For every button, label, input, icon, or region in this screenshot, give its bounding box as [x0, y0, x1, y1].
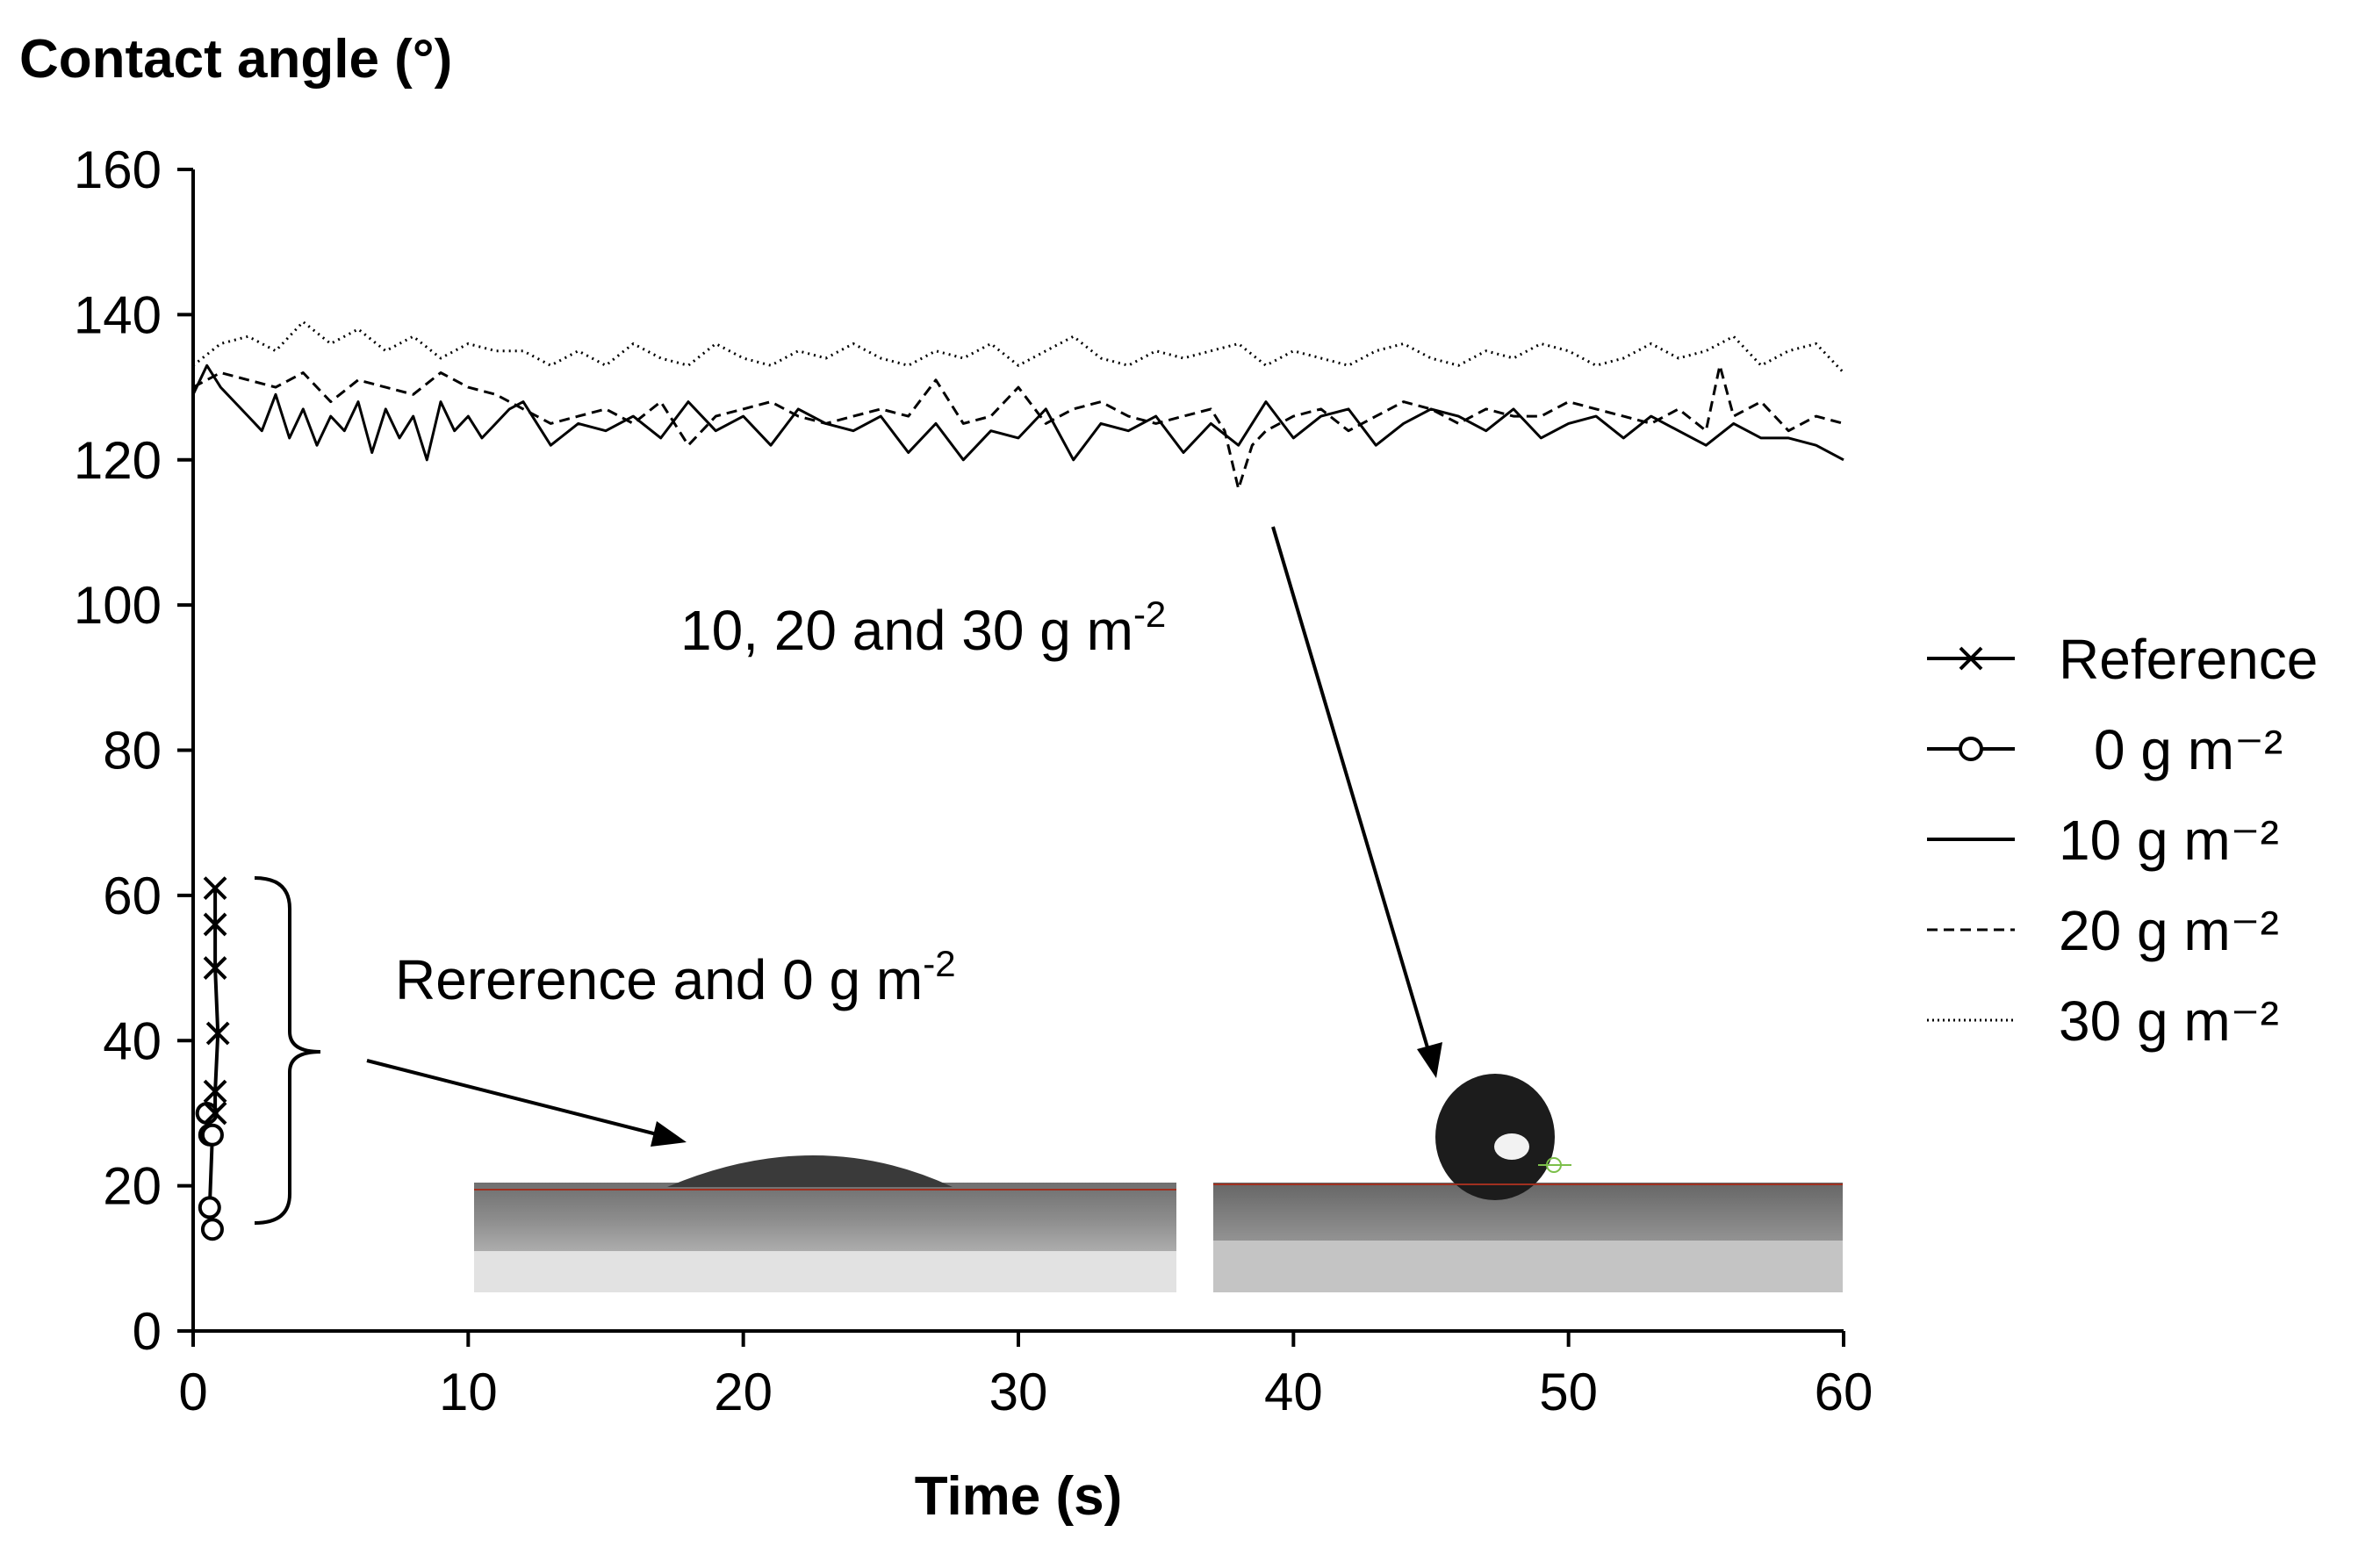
svg-text:Reference: Reference	[2059, 628, 2318, 691]
y-tick-label: 40	[103, 1011, 162, 1070]
svg-text:10 g m⁻²: 10 g m⁻²	[2059, 809, 2279, 872]
legend-item-0g: 0 g m⁻²	[1927, 718, 2283, 781]
droplet-photo-left	[474, 1155, 1176, 1292]
legend-item-reference: Reference	[1927, 628, 2318, 691]
data-point-circle	[200, 1218, 224, 1241]
x-axis-title: Time (s)	[915, 1466, 1123, 1527]
legend-item-10g: 10 g m⁻²	[1927, 809, 2279, 872]
y-tick-label: 160	[74, 140, 162, 199]
plot-area	[191, 320, 1845, 1241]
y-tick-label: 60	[103, 867, 162, 925]
annotation-coated: 10, 20 and 30 g m-2	[680, 593, 1166, 662]
y-tick-label: 20	[103, 1157, 162, 1216]
y-tick-label: 80	[103, 722, 162, 780]
annotation-arrow-right	[1271, 526, 1442, 1078]
y-tick-label: 120	[74, 431, 162, 490]
svg-text:20 g m⁻²: 20 g m⁻²	[2059, 899, 2279, 962]
legend-item-30g: 30 g m⁻²	[1927, 989, 2279, 1053]
data-point-cross	[203, 876, 227, 901]
series-line-30-g-m	[192, 320, 1845, 374]
x-tick-label: 0	[178, 1363, 207, 1421]
x-tick-label: 10	[439, 1363, 498, 1421]
legend: Reference 0 g m⁻² 10 g m⁻² 20 g m⁻² 30 g…	[1927, 628, 2318, 1053]
data-point-cross	[205, 1021, 230, 1046]
annotation-arrow-left	[366, 1059, 687, 1147]
series-line-reference	[213, 888, 220, 1113]
y-axis-title: Contact angle (°)	[19, 29, 452, 90]
legend-item-20g: 20 g m⁻²	[1927, 899, 2279, 962]
x-tick-label: 50	[1539, 1363, 1598, 1421]
y-axis-ticks: 0 20 40 60 80 100 120 140 160	[74, 140, 193, 1361]
data-point-cross	[203, 1079, 227, 1104]
droplet-photo-right	[1213, 1074, 1843, 1292]
data-point-cross	[203, 912, 227, 937]
annotation-reference: Rererence and 0 g m-2	[395, 943, 956, 1011]
x-tick-label: 60	[1815, 1363, 1873, 1421]
x-tick-label: 40	[1264, 1363, 1323, 1421]
svg-text:30 g m⁻²: 30 g m⁻²	[2059, 989, 2279, 1053]
x-tick-label: 30	[989, 1363, 1048, 1421]
data-point-circle	[200, 1123, 224, 1147]
group-brace	[254, 876, 321, 1225]
y-tick-label: 0	[133, 1302, 162, 1361]
y-tick-label: 140	[74, 285, 162, 344]
x-axis-ticks: 0 10 20 30 40 50 60	[178, 1331, 1873, 1421]
data-point-circle	[198, 1196, 221, 1219]
series-line-20-g-m	[192, 363, 1844, 491]
series-line-10-g-m	[191, 363, 1844, 462]
x-tick-label: 20	[714, 1363, 773, 1421]
data-point-cross	[203, 1101, 227, 1126]
svg-text:0 g m⁻²: 0 g m⁻²	[2094, 718, 2283, 781]
data-point-cross	[203, 956, 227, 980]
y-tick-label: 100	[74, 576, 162, 635]
